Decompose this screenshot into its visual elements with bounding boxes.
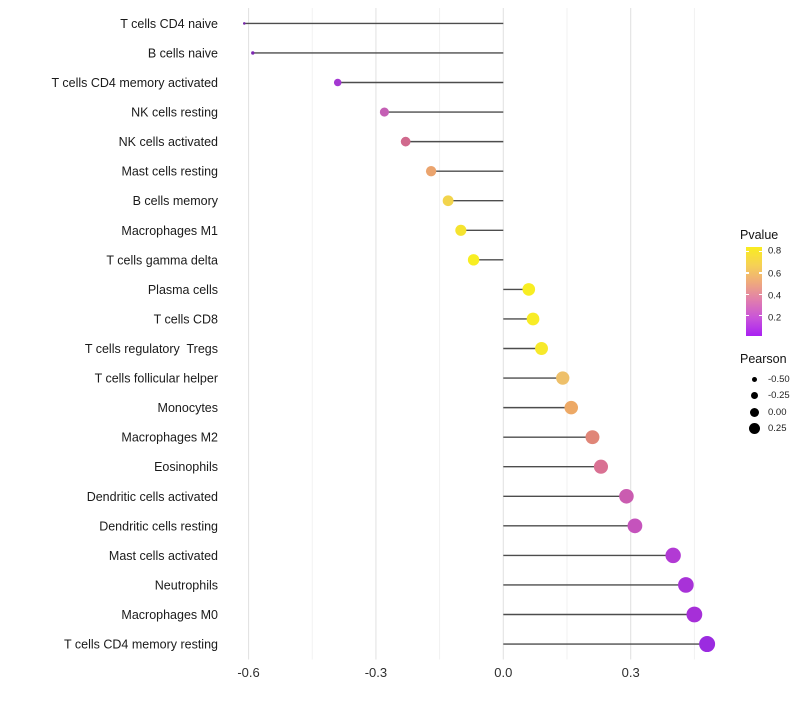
pearson-size-label: 0.00 <box>768 406 787 418</box>
pearson-legend-entry: 0.25 <box>740 421 800 438</box>
data-point-dot <box>665 547 681 564</box>
data-point-dot <box>678 577 694 593</box>
y-axis-label: T cells regulatory Tregs <box>85 342 218 356</box>
pearson-size-dot <box>751 376 758 382</box>
colorbar-tick-mark <box>746 272 749 274</box>
y-axis-label: Neutrophils <box>155 578 218 592</box>
y-axis-label: T cells CD4 memory activated <box>52 76 219 90</box>
pearson-size-dot <box>748 423 761 435</box>
pvalue-legend: Pvalue 0.8 0.6 0.4 0.2 <box>740 228 800 339</box>
colorbar-tick-mark <box>759 250 762 253</box>
data-point-dot <box>425 165 437 177</box>
y-axis-label: T cells gamma delta <box>106 253 218 267</box>
data-point-dot <box>686 606 703 623</box>
data-point-dot <box>556 371 570 385</box>
data-point-dot <box>593 459 609 474</box>
y-axis-label: T cells CD4 memory resting <box>64 638 218 652</box>
y-axis-label: T cells CD4 naive <box>120 17 218 31</box>
colorbar-tick-mark <box>746 314 749 317</box>
data-point-dot <box>564 400 578 415</box>
pvalue-tick-label: 0.2 <box>768 312 782 324</box>
pvalue-colorbar <box>746 247 762 336</box>
colorbar-tick-mark <box>746 250 749 253</box>
y-axis-label: Macrophages M2 <box>121 431 218 445</box>
data-point-dot <box>333 78 342 87</box>
data-point-dot <box>585 430 600 445</box>
data-point-dot <box>522 283 536 296</box>
y-axis-label: Mast cells activated <box>109 549 218 563</box>
pvalue-legend-title: Pvalue <box>740 228 779 242</box>
x-axis-tick-label: 0.3 <box>622 665 640 680</box>
y-axis-label: NK cells activated <box>119 135 218 149</box>
x-axis-tick-label: -0.6 <box>237 665 259 680</box>
pvalue-colorbar-wrap: 0.8 0.6 0.4 0.2 <box>740 245 800 339</box>
y-axis-label: Dendritic cells activated <box>87 490 218 504</box>
y-axis-label: T cells follicular helper <box>95 372 218 386</box>
pearson-size-label: 0.25 <box>768 423 787 435</box>
y-axis-label: NK cells resting <box>131 106 218 120</box>
pearson-size-label: -0.50 <box>768 373 790 385</box>
pearson-legend-title: Pearson <box>740 352 787 366</box>
y-axis-label: B cells naive <box>148 46 218 60</box>
y-axis-label: Macrophages M0 <box>121 608 218 622</box>
pvalue-tick-label: 0.6 <box>768 268 782 280</box>
pearson-size-dot <box>750 392 759 400</box>
pearson-size-legend: Pearson -0.50 -0.25 0.00 0.25 <box>740 352 800 437</box>
x-axis-tick-label: -0.3 <box>365 665 387 680</box>
y-axis-label: B cells memory <box>133 194 219 208</box>
data-point-dot <box>442 195 454 207</box>
colorbar-tick-mark <box>759 314 762 317</box>
y-axis-label: Macrophages M1 <box>121 224 218 238</box>
data-point-dot <box>400 136 411 147</box>
pearson-size-label: -0.25 <box>768 390 790 402</box>
colorbar-tick-mark <box>759 293 762 295</box>
colorbar-tick-mark <box>759 272 762 274</box>
y-axis-label: Dendritic cells resting <box>99 519 218 533</box>
data-point-dot <box>242 22 246 25</box>
y-axis-label: Eosinophils <box>154 460 218 474</box>
pvalue-tick-label: 0.8 <box>768 245 782 257</box>
y-axis-label: Mast cells resting <box>121 165 218 179</box>
data-point-dot <box>535 342 548 355</box>
pearson-legend-entry: -0.50 <box>740 371 800 388</box>
y-axis-label: Plasma cells <box>148 283 218 297</box>
pearson-legend-entry: 0.00 <box>740 404 800 421</box>
data-point-dot <box>526 312 540 326</box>
data-point-dot <box>455 224 467 236</box>
x-axis-tick-label: 0.0 <box>494 665 512 680</box>
data-point-dot <box>619 488 634 504</box>
data-point-dot <box>467 254 480 266</box>
pearson-legend-entries: -0.50 -0.25 0.00 0.25 <box>740 371 800 437</box>
colorbar-tick-mark <box>746 293 749 295</box>
data-point-dot <box>699 636 716 653</box>
pearson-size-dot <box>749 407 760 417</box>
data-point-dot <box>251 51 255 55</box>
pearson-legend-entry: -0.25 <box>740 388 800 405</box>
data-point-dot <box>379 107 389 117</box>
pvalue-tick-label: 0.4 <box>768 290 782 302</box>
y-axis-label: Monocytes <box>158 401 218 415</box>
y-axis-label: T cells CD8 <box>154 312 218 326</box>
data-point-dot <box>627 518 643 534</box>
